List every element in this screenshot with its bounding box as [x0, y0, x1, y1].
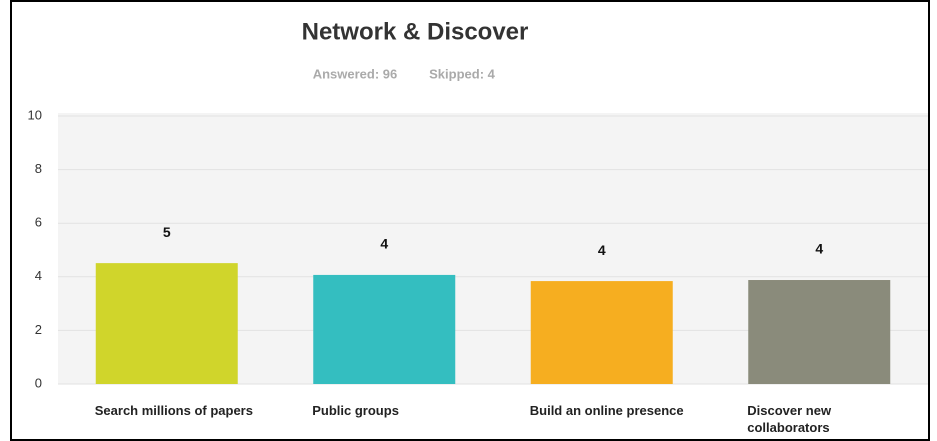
x-tick-label: Search millions of papers — [94, 403, 253, 418]
y-tick-label: 10 — [28, 107, 42, 122]
bar — [95, 263, 238, 384]
bar — [313, 274, 456, 384]
skipped: Skipped: 4 — [429, 66, 496, 81]
value-label: 4 — [815, 241, 823, 257]
frame — [10, 0, 930, 441]
value-label: 4 — [380, 236, 388, 252]
x-tick-label: Build an online presence — [529, 403, 684, 418]
value-label: 5 — [163, 224, 171, 240]
y-tick-label: 6 — [35, 215, 42, 230]
bar — [530, 281, 673, 384]
y-tick-label: 4 — [35, 268, 42, 283]
x-tick-label: Public groups — [312, 403, 399, 418]
bar — [748, 280, 891, 384]
value-label: 4 — [598, 242, 606, 258]
x-tick-label: Discover new collaborators — [747, 403, 832, 435]
chart-title: Network & Discover — [302, 18, 529, 45]
answered: Answered: 96 — [313, 66, 398, 81]
y-tick-label: 8 — [35, 161, 42, 176]
y-tick-label: 0 — [35, 375, 42, 390]
y-tick-label: 2 — [35, 322, 42, 337]
